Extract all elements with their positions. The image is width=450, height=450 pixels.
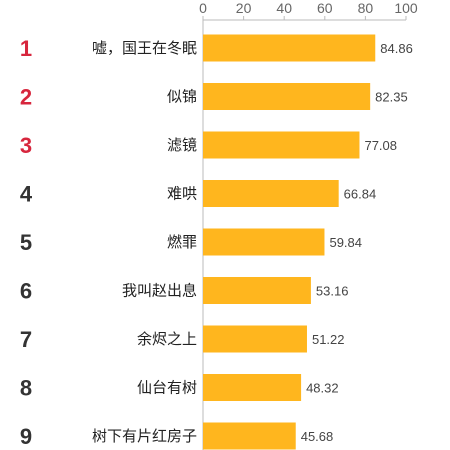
- labels: 1 嘘，国王在冬眠 84.86 2 似锦 82.35 3 滤镜 77.08 4 难哄 66.84 5 燃罪…: [20, 36, 413, 449]
- bars: [203, 34, 376, 450]
- rank-label: 4: [20, 182, 33, 207]
- bar: [203, 34, 376, 62]
- bar: [203, 422, 296, 450]
- rank-label: 9: [20, 424, 32, 449]
- bar: [203, 131, 360, 159]
- x-tick-label: 20: [236, 0, 252, 16]
- value-label: 77.08: [364, 138, 397, 153]
- category-label: 难哄: [167, 185, 197, 203]
- x-tick-label: 40: [276, 0, 292, 16]
- category-label: 余烬之上: [137, 330, 197, 348]
- category-label: 燃罪: [167, 233, 197, 251]
- x-tick-label: 0: [199, 0, 207, 16]
- rank-label: 1: [20, 36, 32, 61]
- category-label: 我叫赵出息: [122, 282, 197, 300]
- rank-label: 5: [20, 230, 32, 255]
- rank-label: 3: [20, 133, 32, 158]
- bar: [203, 228, 325, 256]
- rank-label: 6: [20, 279, 32, 304]
- value-label: 66.84: [344, 187, 377, 202]
- rank-label: 2: [20, 85, 32, 110]
- bar: [203, 374, 302, 401]
- x-tick-label: 100: [394, 0, 418, 16]
- bar: [203, 83, 371, 110]
- bar: [203, 325, 307, 353]
- value-label: 45.68: [301, 429, 334, 444]
- bar: [203, 180, 339, 207]
- value-label: 84.86: [380, 41, 413, 56]
- bar: [203, 277, 311, 304]
- category-label: 嘘，国王在冬眠: [92, 39, 197, 57]
- category-label: 仙台有树: [137, 379, 197, 397]
- x-tick-label: 60: [317, 0, 333, 16]
- rank-label: 8: [20, 376, 32, 401]
- rank-label: 7: [20, 327, 32, 352]
- category-label: 似锦: [167, 88, 197, 106]
- value-label: 48.32: [306, 381, 339, 396]
- category-label: 树下有片红房子: [92, 427, 197, 445]
- value-label: 59.84: [329, 235, 362, 250]
- x-tick-label: 80: [358, 0, 374, 16]
- category-label: 滤镜: [167, 136, 197, 154]
- value-label: 51.22: [312, 332, 345, 347]
- value-label: 82.35: [375, 90, 408, 105]
- value-label: 53.16: [316, 284, 349, 299]
